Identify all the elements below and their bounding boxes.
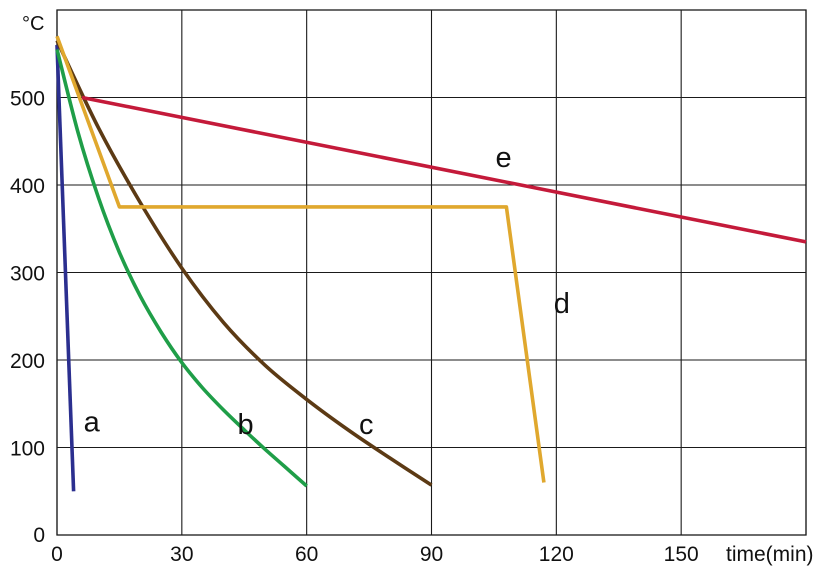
- y-tick-label: 0: [33, 524, 45, 547]
- x-tick-label: 150: [664, 543, 699, 566]
- y-tick-label: 300: [10, 263, 45, 286]
- series-label-b: b: [238, 409, 254, 441]
- series-label-e: e: [496, 142, 512, 174]
- series-label-d: d: [554, 288, 570, 320]
- tick-labels: 0 30 60 90 120 150 0 100 200 300 400 500: [10, 88, 699, 567]
- x-tick-label: 0: [51, 543, 63, 566]
- x-tick-label: 90: [420, 543, 443, 566]
- x-tick-label: 30: [170, 543, 193, 566]
- x-tick-label: 60: [295, 543, 318, 566]
- y-tick-label: 100: [10, 438, 45, 461]
- series-line-b: [55, 48, 308, 488]
- series-line-e: [81, 95, 807, 244]
- y-axis-unit-label: °C: [22, 13, 44, 35]
- series-lines: [55, 35, 807, 492]
- y-tick-label: 200: [10, 350, 45, 373]
- series-label-c: c: [359, 409, 374, 441]
- y-tick-label: 400: [10, 175, 45, 198]
- series-line-d: [55, 35, 546, 483]
- series-labels: a b c d e: [84, 142, 570, 441]
- series-line-a: [55, 44, 76, 492]
- grid: [56, 9, 807, 536]
- x-axis-label: time(min): [726, 543, 814, 566]
- series-label-a: a: [84, 406, 101, 438]
- series-line-c: [55, 39, 433, 487]
- x-tick-label: 120: [539, 543, 574, 566]
- plot-frame: [56, 9, 807, 536]
- y-tick-label: 500: [10, 88, 45, 111]
